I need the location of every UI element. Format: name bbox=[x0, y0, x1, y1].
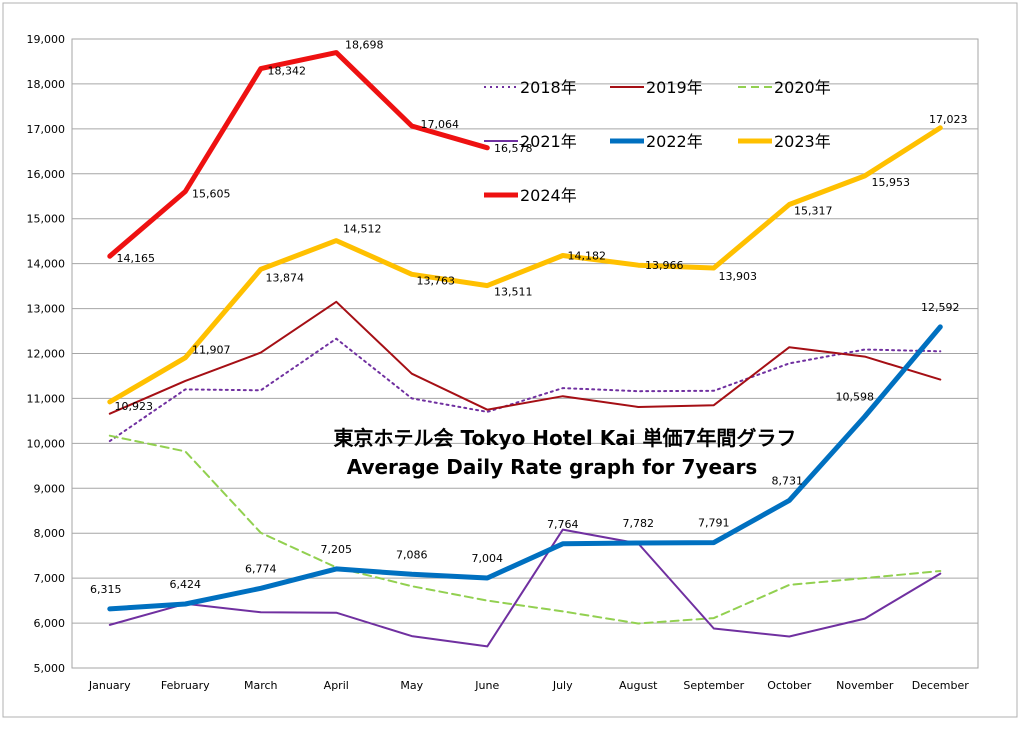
x-tick-label: August bbox=[619, 679, 658, 692]
x-tick-label: March bbox=[244, 679, 278, 692]
data-label: 7,764 bbox=[547, 518, 579, 531]
y-tick-label: 6,000 bbox=[34, 617, 66, 630]
legend-label: 2018年 bbox=[520, 78, 577, 97]
chart-title: 東京ホテル会 Tokyo Hotel Kai 単価7年間グラフ bbox=[334, 426, 797, 450]
data-label: 13,511 bbox=[494, 286, 533, 299]
data-label: 6,315 bbox=[90, 583, 122, 596]
axes: 5,000 6,000 7,000 8,000 9,000 10,000 11,000 12,… bbox=[27, 33, 979, 692]
data-label: 13,874 bbox=[266, 271, 305, 284]
y-tick-label: 13,000 bbox=[27, 303, 66, 316]
y-tick-label: 5,000 bbox=[34, 662, 66, 675]
x-tick-label: May bbox=[400, 679, 423, 692]
y-tick-label: 14,000 bbox=[27, 258, 66, 271]
data-label: 6,424 bbox=[170, 578, 202, 591]
data-label: 10,598 bbox=[836, 390, 875, 403]
y-tick-label: 10,000 bbox=[27, 437, 66, 450]
data-label: 7,205 bbox=[321, 543, 353, 556]
data-label: 8,731 bbox=[772, 474, 804, 487]
legend-label: 2019年 bbox=[646, 78, 703, 97]
data-label: 7,782 bbox=[623, 517, 655, 530]
y-tick-label: 19,000 bbox=[27, 33, 66, 46]
chart-subtitle: Average Daily Rate graph for 7years bbox=[347, 455, 758, 479]
data-label: 7,791 bbox=[698, 517, 730, 530]
data-label: 13,903 bbox=[719, 270, 758, 283]
x-tick-label: April bbox=[324, 679, 349, 692]
y-tick-label: 9,000 bbox=[34, 482, 66, 495]
legend-label: 2020年 bbox=[774, 78, 831, 97]
legend: 2018年 2019年 2020年 2021年 2022年 2023年 2024年 bbox=[484, 78, 831, 205]
data-label: 15,605 bbox=[192, 188, 231, 201]
legend-label: 2024年 bbox=[520, 186, 577, 205]
series-line bbox=[107, 324, 943, 612]
series-lines bbox=[107, 50, 943, 648]
y-tick-label: 16,000 bbox=[27, 168, 66, 181]
data-label: 15,953 bbox=[872, 176, 911, 189]
data-label: 15,317 bbox=[794, 204, 833, 217]
data-label: 12,592 bbox=[921, 301, 960, 314]
y-tick-label: 18,000 bbox=[27, 78, 66, 91]
y-tick-label: 8,000 bbox=[34, 527, 66, 540]
x-tick-label: October bbox=[767, 679, 811, 692]
data-label: 17,064 bbox=[421, 118, 460, 131]
plot-area bbox=[71, 38, 979, 669]
data-label: 14,512 bbox=[343, 223, 382, 236]
data-label: 17,023 bbox=[929, 113, 968, 126]
data-label: 16,578 bbox=[494, 142, 533, 155]
x-tick-label: November bbox=[836, 679, 894, 692]
data-label: 6,774 bbox=[245, 562, 277, 575]
y-tick-label: 15,000 bbox=[27, 213, 66, 226]
data-label: 14,182 bbox=[568, 249, 607, 262]
chart-border bbox=[2, 2, 1018, 718]
data-label: 13,966 bbox=[645, 259, 684, 272]
x-tick-label: September bbox=[683, 679, 744, 692]
series-line bbox=[107, 50, 490, 259]
data-label: 10,923 bbox=[115, 400, 154, 413]
legend-label: 2023年 bbox=[774, 132, 831, 151]
x-tick-label: June bbox=[474, 679, 499, 692]
x-tick-label: December bbox=[912, 679, 970, 692]
series-line bbox=[108, 300, 942, 415]
series-line bbox=[108, 528, 942, 648]
data-label: 11,907 bbox=[192, 344, 231, 357]
y-tick-label: 12,000 bbox=[27, 348, 66, 361]
data-label: 7,004 bbox=[472, 552, 504, 565]
x-tick-label: January bbox=[88, 679, 131, 692]
legend-label: 2021年 bbox=[520, 132, 577, 151]
data-label: 18,698 bbox=[345, 39, 384, 52]
series-line bbox=[108, 434, 942, 625]
y-tick-label: 7,000 bbox=[34, 572, 66, 585]
legend-label: 2022年 bbox=[646, 132, 703, 151]
data-label: 14,165 bbox=[117, 252, 156, 265]
x-tick-label: February bbox=[161, 679, 210, 692]
y-tick-label: 17,000 bbox=[27, 123, 66, 136]
data-label: 7,086 bbox=[396, 548, 428, 561]
data-labels: 6,315 6,424 6,774 7,205 7,086 7,004 7,764 7,782… bbox=[90, 39, 968, 596]
y-tick-label: 11,000 bbox=[27, 392, 66, 405]
x-tick-label: July bbox=[552, 679, 573, 692]
series-line bbox=[108, 337, 942, 443]
series-line bbox=[107, 125, 943, 405]
data-label: 13,763 bbox=[417, 274, 456, 287]
data-label: 18,342 bbox=[268, 65, 307, 78]
